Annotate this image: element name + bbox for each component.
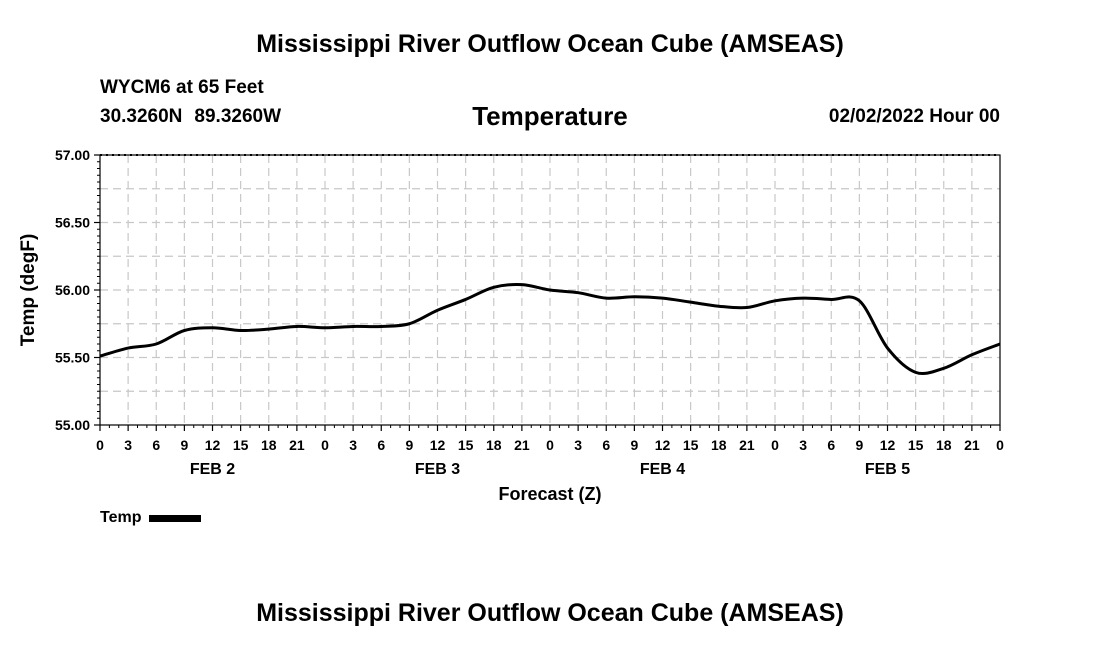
day-label: FEB 5 [865, 461, 910, 478]
x-tick-label: 15 [908, 437, 924, 453]
x-tick-label: 15 [683, 437, 699, 453]
x-tick-label: 21 [964, 437, 980, 453]
x-tick-label: 12 [655, 437, 671, 453]
y-axis-title: Temp (degF) [18, 234, 39, 347]
page-title: Mississippi River Outflow Ocean Cube (AM… [256, 30, 844, 58]
x-tick-label: 18 [261, 437, 277, 453]
y-tick-label: 56.00 [55, 282, 90, 298]
y-tick-label: 55.00 [55, 417, 90, 433]
chart-subtitle: Temperature [472, 101, 628, 131]
y-tick-label: 56.50 [55, 215, 90, 231]
longitude: 89.3260W [194, 106, 282, 127]
x-tick-label: 0 [321, 437, 329, 453]
x-tick-label: 0 [771, 437, 779, 453]
x-tick-label: 9 [855, 437, 863, 453]
x-tick-label: 12 [430, 437, 446, 453]
x-tick-label: 21 [739, 437, 755, 453]
x-tick-label: 18 [711, 437, 727, 453]
x-tick-label: 3 [349, 437, 357, 453]
x-tick-label: 15 [233, 437, 249, 453]
x-tick-label: 0 [996, 437, 1004, 453]
legend: Temp [100, 509, 202, 527]
x-tick-label: 3 [124, 437, 132, 453]
legend-label: Temp [100, 509, 142, 526]
x-tick-label: 9 [405, 437, 413, 453]
x-tick-label: 15 [458, 437, 474, 453]
y-tick-label: 55.50 [55, 350, 90, 366]
latitude: 30.3260N [100, 106, 183, 127]
y-tick-label: 57.00 [55, 147, 90, 163]
x-tick-label: 0 [546, 437, 554, 453]
x-tick-label: 9 [630, 437, 638, 453]
x-tick-label: 6 [152, 437, 160, 453]
x-tick-label: 3 [799, 437, 807, 453]
x-tick-label: 9 [180, 437, 188, 453]
x-tick-label: 6 [827, 437, 835, 453]
x-tick-label: 6 [377, 437, 385, 453]
station-label: WYCM6 at 65 Feet [100, 77, 264, 98]
day-label: FEB 2 [190, 461, 235, 478]
x-tick-label: 21 [514, 437, 530, 453]
footer-title: Mississippi River Outflow Ocean Cube (AM… [256, 599, 844, 627]
x-axis-title: Forecast (Z) [498, 484, 601, 504]
x-tick-label: 0 [96, 437, 104, 453]
legend-line-swatch [149, 514, 202, 522]
day-label: FEB 3 [415, 461, 460, 478]
x-tick-label: 21 [289, 437, 305, 453]
x-tick-label: 6 [602, 437, 610, 453]
x-tick-label: 18 [486, 437, 502, 453]
forecast-datetime: 02/02/2022 Hour 00 [828, 106, 1000, 127]
x-tick-label: 18 [936, 437, 952, 453]
station-coordinates: 30.3260N 89.3260W [100, 106, 281, 128]
x-tick-label: 12 [205, 437, 221, 453]
x-tick-label: 3 [574, 437, 582, 453]
day-label: FEB 4 [640, 461, 685, 478]
temp-series-line [99, 282, 1001, 376]
x-tick-label: 12 [880, 437, 896, 453]
